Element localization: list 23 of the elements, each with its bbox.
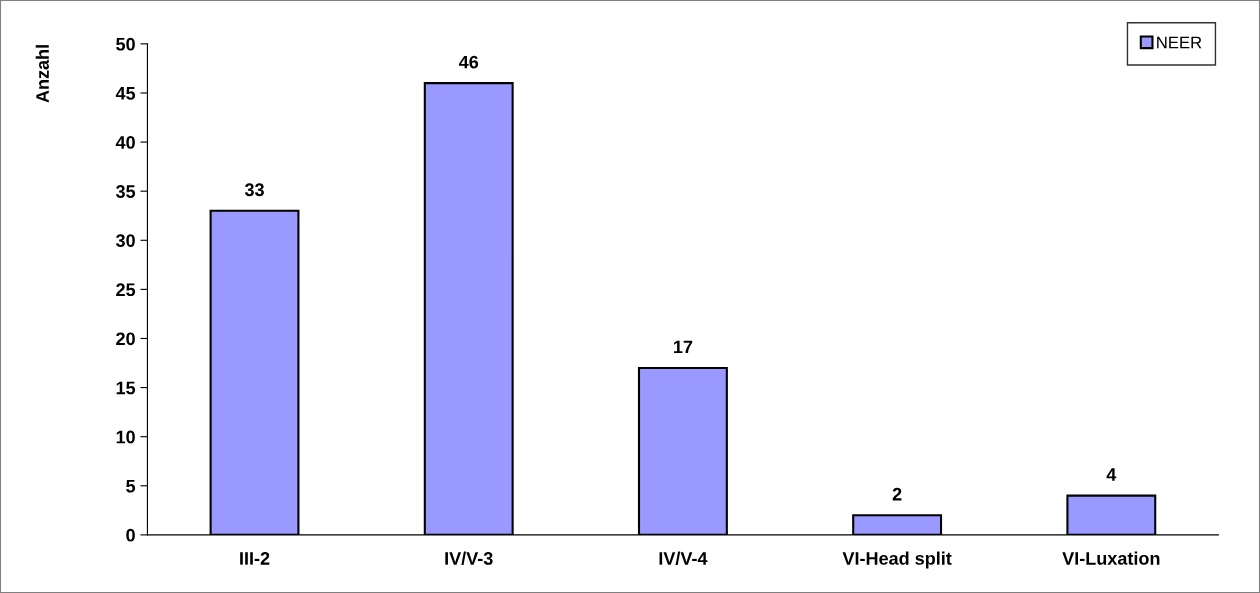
x-tick-label: IV/V-3 [445,551,493,565]
y-tick-label: 20 [116,332,135,346]
data-label: 4 [1106,468,1117,481]
y-tick-label: 0 [126,528,135,542]
x-tick-label: IV/V-4 [659,551,708,565]
y-tick-label: 10 [116,430,135,444]
y-tick-label: 40 [115,136,135,149]
data-label: 33 [244,183,264,197]
x-tick-label: III-2 [240,552,270,565]
y-tick-label: 15 [116,381,136,395]
y-tick-label: 25 [116,283,136,297]
y-tick-label: 5 [126,479,136,493]
x-tick-label: VI-Head split [842,551,952,569]
y-axis-title: Anzahl [35,45,49,103]
data-label: 17 [674,340,693,354]
legend-label: NEER [1157,36,1202,49]
data-label: 2 [892,487,902,501]
x-tick-label: VI-Luxation [1062,551,1160,565]
y-tick-label: 50 [116,37,135,51]
y-tick-label: 35 [115,185,136,198]
y-tick-label: 30 [115,234,135,248]
y-tick-label: 45 [115,87,136,100]
data-label: 46 [458,55,479,69]
